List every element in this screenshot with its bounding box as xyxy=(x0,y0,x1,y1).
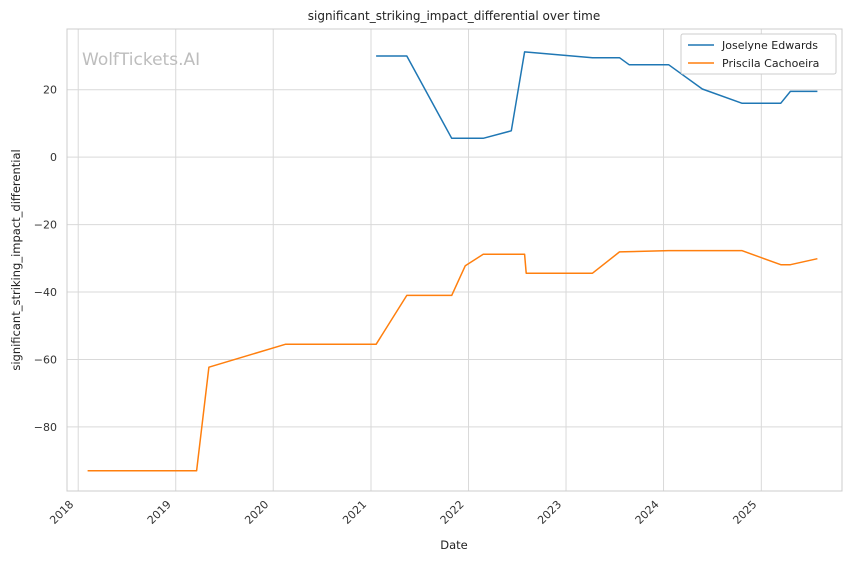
series-line-joselyne-edwards xyxy=(376,51,818,140)
watermark-text: WolfTickets.AI xyxy=(82,50,200,70)
y-tick-label: −60 xyxy=(34,353,57,366)
y-tick-label: −20 xyxy=(34,219,57,232)
series-line-priscila-cachoeira xyxy=(87,249,818,472)
y-tick-label: −80 xyxy=(34,421,57,434)
legend-box xyxy=(680,33,837,75)
y-tick-label: 0 xyxy=(50,151,57,164)
y-tick-label: −40 xyxy=(34,286,57,299)
chart-title: significant_striking_impact_differential… xyxy=(308,9,600,23)
x-axis-label: Date xyxy=(440,538,468,552)
legend-label-joselyne-edwards: Joselyne Edwards xyxy=(721,39,818,52)
legend: Joselyne Edwards Priscila Cachoeira xyxy=(680,33,837,75)
y-axis-label: significant_striking_impact_differential xyxy=(9,149,23,370)
grid-layer xyxy=(67,29,842,491)
series-layer xyxy=(87,51,818,472)
y-tick-label: 20 xyxy=(43,84,57,97)
legend-label-priscila-cachoeira: Priscila Cachoeira xyxy=(722,57,819,70)
plot-frame xyxy=(66,28,843,492)
